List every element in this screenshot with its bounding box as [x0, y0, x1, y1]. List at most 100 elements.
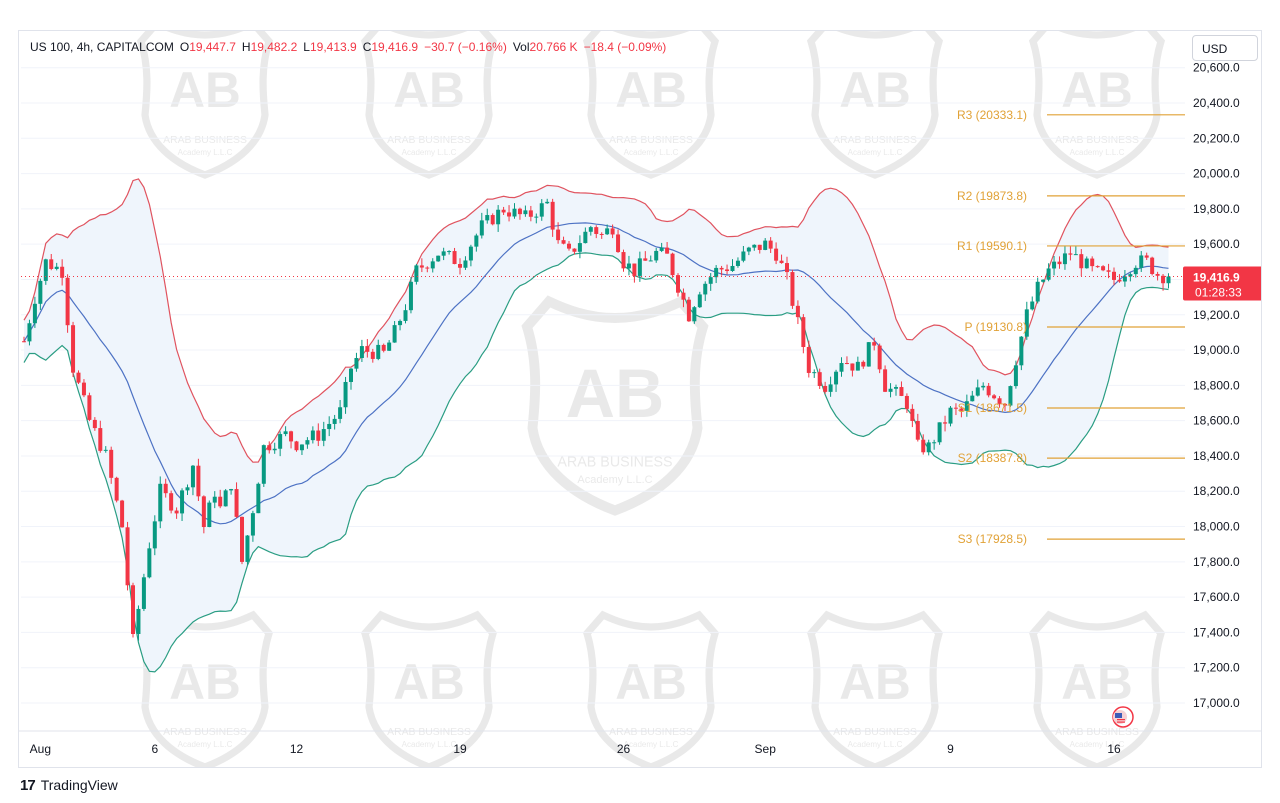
y-tick-label: 17,800.0: [1193, 555, 1240, 569]
candle-body: [218, 496, 223, 507]
candle: [1041, 279, 1046, 283]
x-tick-label: 26: [617, 742, 631, 756]
candle: [997, 396, 1002, 408]
watermark-monogram: AB: [169, 62, 241, 118]
pivot-level-label: R2 (19873.8): [957, 189, 1027, 203]
candle: [1073, 246, 1078, 256]
watermark-text: Academy L.L.C: [577, 474, 652, 486]
candle: [752, 244, 757, 251]
candle: [283, 426, 288, 437]
candle-body: [812, 372, 817, 374]
candle: [594, 225, 599, 239]
candle: [583, 227, 588, 244]
chart-panel[interactable]: AB ARAB BUSINESS Academy L.L.C AB ARAB BUSIN…: [18, 30, 1262, 768]
candle: [463, 256, 468, 270]
candle-body: [937, 422, 942, 443]
candle: [1068, 246, 1073, 261]
candle: [316, 423, 321, 447]
candle-body: [768, 240, 773, 249]
candle-body: [517, 208, 522, 215]
watermark-monogram: AB: [1061, 654, 1133, 710]
watermark-shield-outline: [136, 31, 274, 179]
candle: [190, 464, 195, 496]
candle-body: [959, 408, 964, 411]
candle-body: [910, 408, 915, 421]
candle: [261, 444, 266, 487]
candle-body: [474, 235, 479, 247]
candle: [670, 252, 675, 278]
candle-body: [261, 445, 266, 484]
candle-body: [692, 307, 697, 322]
watermark-text: Academy L.L.C: [848, 148, 903, 157]
pivot-levels: R3 (20333.1) R2 (19873.8) R1 (19590.1) P (1…: [957, 108, 1185, 546]
watermark-monogram: AB: [169, 654, 241, 710]
candle: [71, 321, 76, 378]
pivot-level-label: S3 (17928.5): [958, 532, 1027, 546]
candle-body: [594, 227, 599, 234]
candle: [828, 376, 833, 397]
candle-body: [670, 253, 675, 276]
candle: [163, 478, 168, 498]
candle-body: [1144, 255, 1149, 258]
candle: [92, 417, 97, 431]
candle: [855, 356, 860, 371]
candle-body: [398, 320, 403, 326]
candle-body: [1035, 281, 1040, 302]
candle: [872, 337, 877, 351]
brand-name[interactable]: TradingView: [40, 777, 118, 793]
candle: [169, 490, 174, 514]
candle-body: [730, 265, 735, 272]
candle-body: [316, 430, 321, 441]
candle: [523, 205, 528, 217]
watermark-shield-9: AB ARAB BUSINESS Academy L.L.C: [1028, 610, 1166, 767]
x-tick-label: Aug: [30, 742, 51, 756]
candle: [365, 339, 370, 358]
watermark-monogram: AB: [615, 654, 687, 710]
candle-body: [250, 513, 255, 536]
y-tick-label: 17,200.0: [1193, 661, 1240, 675]
watermark-monogram: AB: [839, 62, 911, 118]
bollinger-basis-line: [23, 222, 1169, 525]
candle-body: [970, 395, 975, 402]
candle-body: [1090, 258, 1095, 267]
candle: [1024, 301, 1029, 340]
candle: [212, 491, 217, 509]
candle-body: [1030, 301, 1035, 310]
candle-body: [343, 381, 348, 408]
price-chart[interactable]: AB ARAB BUSINESS Academy L.L.C AB ARAB BUSIN…: [19, 31, 1262, 768]
watermark-shield-outline: [582, 610, 720, 767]
candle-body: [632, 263, 637, 276]
candle: [850, 363, 855, 377]
candle-body: [861, 361, 866, 367]
currency-button[interactable]: USD: [1192, 35, 1258, 61]
candle-body: [714, 267, 719, 278]
candle: [278, 431, 283, 457]
candle-body: [414, 265, 419, 282]
candle: [512, 203, 517, 219]
candle: [98, 420, 103, 453]
candle: [305, 437, 310, 449]
candle-body: [1166, 276, 1171, 284]
candle: [790, 269, 795, 309]
candle-body: [926, 442, 931, 453]
candle: [943, 415, 948, 432]
candle-body: [458, 264, 462, 268]
watermark-shield-outline: [521, 295, 709, 516]
volume-change: −18.4 (−0.09%): [583, 40, 667, 54]
candle-body: [697, 294, 702, 308]
candle: [343, 376, 348, 414]
candle-body: [1117, 279, 1122, 282]
candle: [1139, 251, 1144, 272]
candle-body: [430, 261, 435, 269]
candle-body: [299, 444, 304, 451]
candle: [32, 296, 37, 328]
tradingview-logo-icon[interactable]: 17: [20, 776, 36, 794]
candle-body: [779, 260, 784, 264]
candle-body: [256, 483, 261, 514]
watermark-shield-2: AB ARAB BUSINESS Academy L.L.C: [582, 31, 720, 179]
time-axis: Aug 6 12 19 26 Sep 9 16: [19, 730, 1261, 756]
candle-body: [1003, 403, 1007, 406]
candle-body: [169, 493, 174, 511]
candle: [910, 404, 915, 428]
candle-body: [408, 281, 413, 311]
